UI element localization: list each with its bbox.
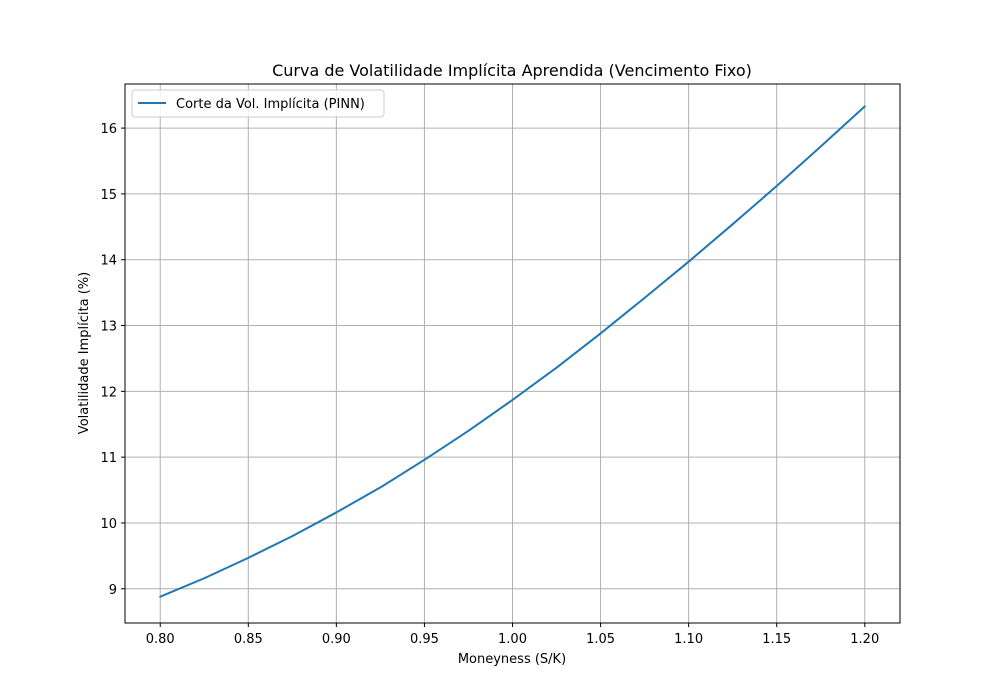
x-tick-label: 1.05	[586, 632, 615, 647]
x-axis: 0.80 0.85 0.90 0.95 1.00 1.05 1.10 1.15 1.20	[146, 623, 879, 647]
y-tick-label: 11	[100, 451, 117, 466]
y-axis: 9 10 11 12 13 14 15 16	[100, 122, 125, 598]
x-axis-label: Moneyness (S/K)	[458, 652, 566, 667]
y-tick-label: 10	[100, 517, 117, 532]
x-tick-label: 1.10	[674, 632, 703, 647]
legend-label: Corte da Vol. Implícita (PINN)	[176, 97, 365, 112]
y-axis-label: Volatilidade Implícita (%)	[77, 272, 92, 434]
y-tick-label: 9	[109, 583, 117, 598]
series-line	[159, 105, 866, 598]
y-tick-label: 13	[100, 320, 117, 335]
chart-title: Curva de Volatilidade Implícita Aprendid…	[272, 61, 752, 80]
y-tick-label: 16	[100, 122, 117, 137]
grid-lines	[125, 84, 900, 623]
plot-area	[124, 83, 901, 624]
legend: Corte da Vol. Implícita (PINN)	[131, 89, 385, 118]
x-tick-label: 1.20	[850, 632, 879, 647]
x-tick-label: 1.00	[498, 632, 527, 647]
x-tick-label: 0.85	[234, 632, 263, 647]
x-tick-label: 1.15	[762, 632, 791, 647]
y-tick-label: 14	[100, 254, 117, 269]
x-tick-label: 0.80	[146, 632, 175, 647]
x-tick-label: 0.90	[322, 632, 351, 647]
x-tick-label: 0.95	[410, 632, 439, 647]
legend-box	[131, 89, 385, 118]
y-tick-label: 15	[100, 188, 117, 203]
series-layer	[159, 105, 866, 598]
y-tick-label: 12	[100, 385, 117, 400]
